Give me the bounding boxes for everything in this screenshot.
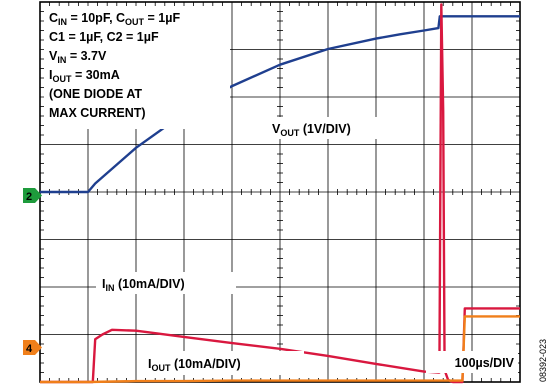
- condition-note-line2: MAX CURRENT): [49, 106, 146, 120]
- channel-2-marker-badge: [23, 188, 35, 203]
- trace-iout: [40, 315, 520, 384]
- timebase-text: 100µs/DIV: [455, 356, 515, 370]
- channel-2-label: 2: [26, 191, 32, 203]
- timebase-label: 100µs/DIV: [426, 351, 518, 373]
- channel-4-marker-badge: [23, 340, 35, 355]
- vout-label: VOUT (1V/DIV): [266, 117, 402, 139]
- condition-iout: IOUT = 30mA: [49, 68, 120, 84]
- iout-label-text: IOUT (10mA/DIV): [148, 357, 241, 373]
- channel-4-marker: 4: [23, 340, 42, 355]
- iin-label: IIN (10mA/DIV): [96, 272, 236, 294]
- figure-id: 08392-023: [538, 339, 548, 382]
- condition-cin-cout: CIN = 10pF, COUT = 1µF: [49, 11, 180, 27]
- trace-vout: [40, 15, 520, 194]
- channel-2-marker-arrow: [35, 188, 42, 203]
- condition-vin: VIN = 3.7V: [49, 49, 107, 65]
- channel-4-label: 4: [26, 343, 33, 355]
- conditions-box: CIN = 10pF, COUT = 1µF C1 = 1µF, C2 = 1µ…: [44, 6, 230, 129]
- vout-label-text: VOUT (1V/DIV): [272, 122, 351, 138]
- channel-4-marker-arrow: [35, 340, 42, 355]
- iout-label: IOUT (10mA/DIV): [142, 351, 304, 375]
- condition-note-line1: (ONE DIODE AT: [49, 87, 142, 101]
- condition-c1-c2: C1 = 1µF, C2 = 1µF: [49, 30, 159, 44]
- iin-label-text: IIN (10mA/DIV): [102, 277, 185, 293]
- channel-2-marker: 2: [23, 188, 42, 203]
